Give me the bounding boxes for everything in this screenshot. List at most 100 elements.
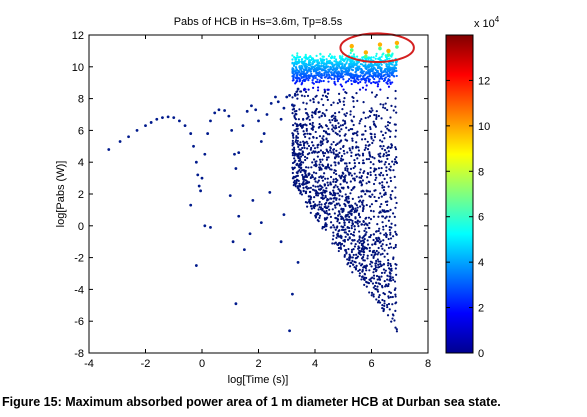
dense-point — [364, 193, 367, 196]
dense-point — [379, 240, 382, 243]
dense-point — [294, 60, 297, 63]
dense-point — [351, 77, 355, 80]
dense-point — [383, 163, 386, 166]
dense-point — [362, 249, 365, 252]
dense-point — [339, 215, 343, 218]
dense-point — [316, 146, 319, 149]
dense-point — [340, 154, 344, 158]
dense-point — [369, 218, 373, 221]
dense-point — [366, 148, 370, 151]
dense-point — [386, 252, 389, 255]
dense-point — [340, 128, 343, 131]
dense-point — [324, 228, 327, 231]
dense-point — [373, 71, 376, 74]
dense-point — [334, 143, 338, 147]
dense-point — [358, 268, 361, 271]
dense-point — [338, 151, 341, 154]
dense-point — [342, 172, 345, 175]
dense-point — [296, 123, 299, 126]
dense-point — [330, 77, 333, 81]
dense-point — [361, 201, 364, 204]
dense-point — [348, 237, 351, 240]
dense-point — [369, 171, 372, 174]
dense-point — [326, 177, 329, 180]
dense-point — [381, 247, 384, 250]
dense-point — [308, 118, 311, 121]
data-point — [234, 167, 238, 170]
dense-point — [387, 219, 390, 222]
dense-point — [373, 284, 377, 288]
dense-point — [334, 115, 337, 118]
dense-point — [337, 65, 341, 68]
dense-point — [395, 273, 398, 276]
dense-point — [352, 248, 355, 251]
dense-point — [343, 178, 346, 181]
dense-point — [377, 167, 381, 170]
dense-point — [296, 93, 299, 96]
dense-point — [388, 74, 391, 77]
dense-point — [329, 175, 333, 179]
dense-point — [391, 303, 394, 306]
data-point — [189, 132, 193, 135]
dense-point — [382, 263, 385, 266]
dense-point — [322, 154, 326, 157]
dense-point — [358, 238, 361, 241]
dense-point — [304, 179, 307, 182]
dense-point — [366, 243, 370, 246]
dense-point — [394, 160, 398, 163]
peak-point — [364, 54, 368, 59]
dense-point — [382, 189, 386, 192]
dense-point — [319, 206, 323, 209]
dense-point — [335, 132, 339, 136]
dense-point — [312, 100, 315, 104]
dense-point — [389, 81, 392, 84]
dense-point — [302, 142, 306, 145]
dense-point — [304, 191, 307, 195]
y-axis-ticks: -8 -6 -4 -2 0 2 4 6 8 10 12 — [72, 30, 428, 360]
dense-point — [368, 70, 371, 73]
dense-point — [375, 114, 378, 117]
dense-point — [316, 181, 319, 184]
dense-point — [362, 277, 365, 280]
dense-point — [325, 209, 328, 213]
dense-point — [365, 84, 368, 87]
dense-point — [317, 192, 320, 195]
colorbar-tick-label: 8 — [478, 166, 484, 178]
data-point — [233, 152, 236, 156]
dense-point — [353, 211, 356, 214]
dense-point — [327, 202, 331, 205]
dense-point — [317, 74, 321, 78]
dense-point — [362, 239, 365, 242]
dense-point — [390, 73, 393, 76]
dense-point — [297, 145, 300, 148]
dense-point — [308, 69, 311, 72]
dense-point — [337, 249, 340, 253]
dense-point — [358, 67, 361, 70]
dense-point — [343, 221, 346, 224]
dense-point — [300, 58, 304, 61]
dense-point — [395, 328, 398, 331]
dense-point — [307, 56, 311, 59]
dense-point — [307, 166, 310, 169]
dense-point — [291, 96, 294, 99]
dense-point — [369, 166, 372, 170]
dense-point — [371, 243, 374, 246]
dense-point — [321, 140, 324, 143]
dense-point — [337, 202, 340, 205]
dense-point — [379, 88, 382, 91]
dense-point — [392, 278, 395, 282]
dense-point — [292, 142, 295, 145]
dense-point — [300, 155, 303, 158]
dense-point — [340, 157, 343, 160]
dense-point — [383, 304, 386, 308]
dense-point — [365, 231, 368, 234]
dense-point — [355, 210, 358, 213]
dense-point — [305, 140, 308, 143]
dense-point — [330, 143, 333, 146]
dense-point — [381, 53, 384, 56]
y-tick-label: -2 — [74, 253, 84, 265]
dense-point — [313, 195, 316, 199]
dense-point — [315, 172, 318, 175]
dense-point — [360, 242, 364, 245]
dense-point — [393, 280, 397, 283]
